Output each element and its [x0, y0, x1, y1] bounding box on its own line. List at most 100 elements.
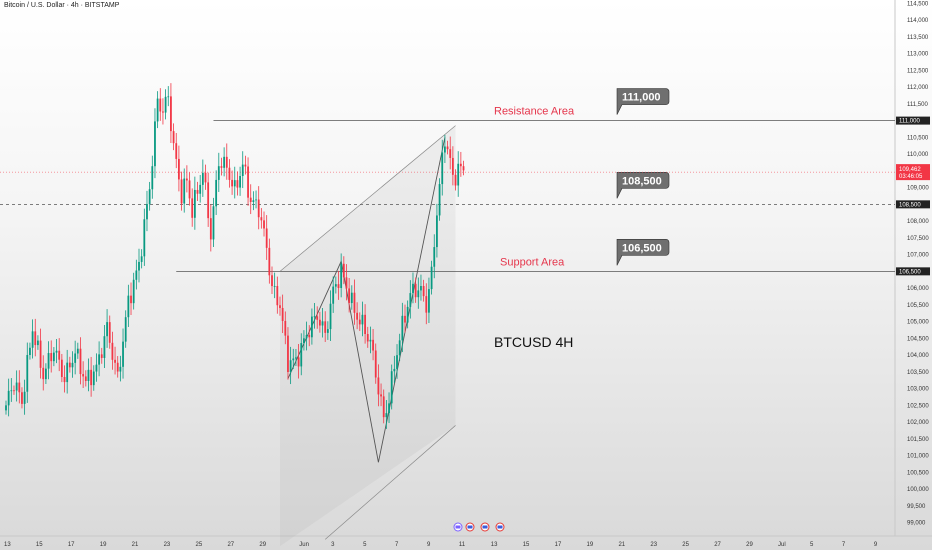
candle-body: [127, 295, 130, 318]
time-tick-label: 9: [427, 542, 431, 548]
price-tick-label: 107,500: [907, 236, 929, 242]
candle-body: [23, 391, 26, 404]
candle-body: [305, 335, 308, 339]
candle-body: [175, 143, 178, 159]
time-tick-label: 27: [227, 542, 234, 548]
pattern-lower-trendline: [324, 425, 456, 540]
event-icon-fill: [482, 525, 488, 529]
price-tick-label: 114,500: [907, 1, 929, 7]
candle-body: [334, 284, 337, 287]
horizontal-levels: 111,000 Resistance Area 108,500 106,500 Supp…: [0, 88, 895, 272]
candle-body: [417, 290, 420, 298]
price-tick-label: 112,500: [907, 68, 929, 74]
candle-body: [71, 362, 74, 368]
candle-body: [119, 366, 122, 372]
candle-body: [191, 198, 194, 218]
candle-body: [300, 343, 303, 367]
candle-body: [159, 98, 162, 112]
candle-body: [337, 284, 340, 288]
candle-body: [180, 179, 183, 204]
price-tick-label: 107,000: [907, 253, 929, 259]
candle-body: [422, 285, 425, 297]
symbol-label: BTCUSD 4H: [494, 334, 573, 350]
candle-body: [170, 96, 172, 132]
candle-body: [82, 374, 85, 377]
axis-level-tag-text: 111,000: [899, 119, 920, 125]
candle-body: [255, 199, 257, 201]
candle-body: [289, 360, 292, 373]
price-tick-label: 104,500: [907, 336, 929, 342]
price-tick-label: 108,000: [907, 219, 929, 225]
price-tick-label: 102,500: [907, 403, 929, 409]
candle-body: [103, 336, 106, 358]
us-flag-icon[interactable]: [495, 522, 505, 532]
candle-body: [321, 321, 324, 326]
candle-body: [79, 348, 82, 375]
candle-body: [388, 403, 390, 414]
candle-body: [446, 146, 449, 150]
candle-body: [273, 286, 276, 287]
time-tick-label: 13: [491, 542, 498, 548]
calendar-icon[interactable]: [453, 522, 463, 532]
candle-body: [193, 189, 196, 218]
price-tick-label: 113,000: [907, 52, 929, 58]
candle-body: [444, 146, 446, 153]
candle-body: [377, 377, 380, 395]
price-tick-label: 103,500: [907, 370, 929, 376]
price-tick-label: 114,000: [907, 18, 929, 24]
candle-body: [15, 382, 18, 391]
time-tick-label: 5: [810, 542, 814, 548]
candle-body: [122, 341, 124, 367]
candle-body: [459, 163, 462, 167]
time-tick-label: 3: [331, 542, 335, 548]
candle-body: [34, 331, 37, 346]
zone-label: Resistance Area: [494, 106, 575, 118]
price-tick-label: 109,000: [907, 186, 929, 192]
candle-body: [279, 305, 281, 308]
candle-body: [438, 184, 441, 216]
candle-body: [295, 357, 297, 359]
candle-body: [37, 340, 39, 346]
candle-body: [50, 353, 53, 362]
time-axis[interactable]: 13 15 17 19 21 23 25 27 29 Jun 3 5 7 9 11 13 15 17 19 21 23 2…: [4, 542, 878, 548]
candle-body: [409, 293, 412, 307]
candle-body: [372, 339, 374, 351]
candle-body: [382, 396, 385, 418]
us-flag-icon[interactable]: [480, 522, 490, 532]
candle-body: [364, 314, 366, 335]
candle-body: [326, 329, 329, 333]
candle-body: [5, 405, 7, 411]
price-tick-label: 106,000: [907, 286, 929, 292]
time-tick-label: 19: [587, 542, 594, 548]
candle-body: [260, 217, 263, 221]
level-label-box: [616, 239, 670, 266]
candle-body: [428, 289, 430, 313]
time-tick-label: 7: [842, 542, 846, 548]
price-tick-label: 99,000: [907, 521, 926, 527]
price-tick-label: 102,000: [907, 420, 929, 426]
candle-body: [247, 166, 249, 198]
candle-body: [454, 174, 457, 186]
candle-body: [241, 164, 244, 177]
us-flag-icon[interactable]: [465, 522, 475, 532]
candle-body: [425, 296, 428, 313]
candle-body: [340, 263, 343, 288]
candle-body: [342, 263, 345, 278]
candle-body: [98, 354, 100, 365]
candle-body: [148, 189, 151, 205]
price-tick-label: 110,000: [907, 152, 929, 158]
candle-body: [172, 131, 175, 144]
candle-body: [39, 340, 42, 368]
candle-body: [451, 157, 454, 175]
level-label-text: 106,500: [622, 242, 662, 254]
candle-body: [268, 247, 271, 276]
candle-body: [316, 316, 319, 320]
time-tick-label: 9: [874, 542, 878, 548]
level-label-box: [616, 172, 670, 199]
price-axis[interactable]: 111,000 108,500 106,500 99,000 99,500 100,000…: [896, 1, 930, 527]
price-tick-label: 100,000: [907, 487, 929, 493]
candle-body: [430, 266, 433, 290]
event-icon-fill: [467, 525, 473, 529]
economic-events[interactable]: [453, 522, 505, 532]
